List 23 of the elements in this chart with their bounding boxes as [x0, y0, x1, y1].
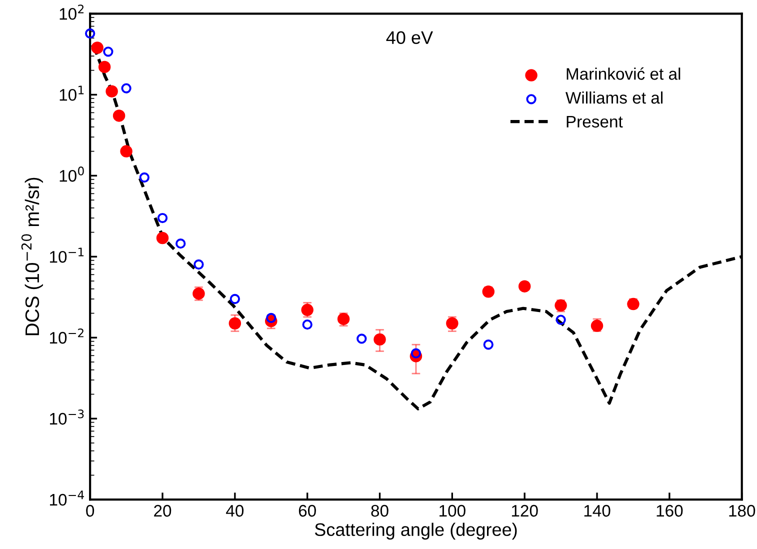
legend-label: Williams et al [566, 91, 663, 104]
y-tick-label: 10$^{−3}$ [50, 409, 84, 425]
y-axis-title: DCS (10$^{−20}$ m²/sr) [21, 178, 43, 336]
legend-label: Marinković et al [566, 67, 680, 80]
x-tick-label: 0 [86, 504, 94, 517]
annotation: 40 eV [386, 31, 433, 44]
legend-label: Present [566, 116, 623, 128]
x-tick-label: 180 [729, 504, 756, 517]
x-axis-title: Scattering angle (degree) [314, 522, 517, 540]
x-tick-label: 40 [226, 504, 244, 517]
y-tick-label: 10$^{−4}$ [50, 490, 84, 506]
y-tick-label: 10$^{−1}$ [50, 248, 84, 263]
x-tick-label: 60 [298, 504, 316, 517]
y-tick-label: 10$^{1}$ [60, 86, 84, 101]
y-tick-label: 10$^{2}$ [60, 4, 84, 20]
x-tick-label: 20 [154, 504, 172, 517]
y-tick-label: 10$^{0}$ [60, 166, 84, 182]
y-tick-label: 10$^{−2}$ [50, 328, 84, 344]
x-tick-label: 120 [512, 504, 538, 517]
x-tick-label: 100 [440, 504, 466, 517]
x-tick-label: 80 [371, 504, 388, 517]
x-tick-label: 140 [584, 504, 610, 517]
x-tick-label: 160 [656, 504, 683, 517]
